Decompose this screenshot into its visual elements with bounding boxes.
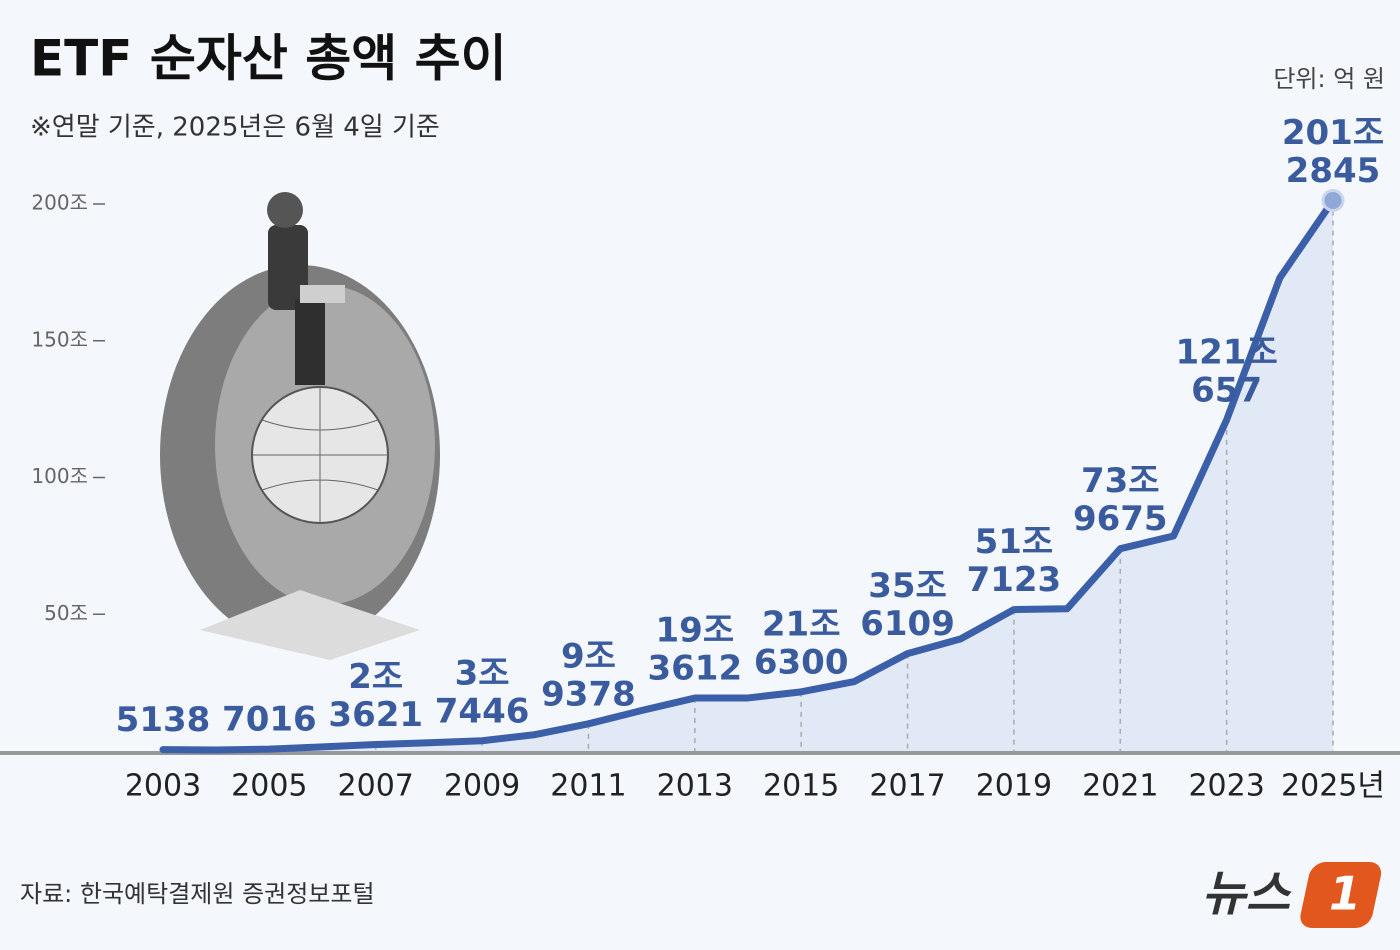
value-label: 657 (1191, 370, 1262, 410)
logo-number: 1 (1329, 867, 1361, 921)
end-marker (1321, 188, 1345, 212)
x-tick-label: 2005 (231, 769, 307, 804)
x-tick-label: 2015 (763, 769, 839, 804)
x-tick-label: 2017 (869, 769, 945, 804)
unit-label: 단위: 억 원 (1273, 65, 1385, 93)
value-label: 7123 (967, 560, 1062, 600)
logo: 뉴스 1 (1202, 862, 1382, 928)
value-label: 7016 (222, 700, 317, 740)
y-tick-label: 50조 (44, 601, 88, 625)
value-label: 9조 (561, 636, 616, 676)
x-tick-label: 2021 (1082, 769, 1158, 804)
value-label: 9378 (541, 674, 636, 714)
value-label: 2845 (1286, 151, 1381, 191)
source: 자료: 한국예탁결제원 증권정보포털 (20, 880, 375, 908)
x-tick-label: 2007 (338, 769, 414, 804)
value-label: 6109 (860, 604, 955, 644)
value-label: 3612 (647, 649, 742, 689)
value-label: 9675 (1073, 499, 1168, 539)
y-tick-label: 150조 (31, 327, 88, 351)
illustration (160, 192, 440, 660)
value-label: 201조 (1282, 113, 1384, 153)
y-tick-label: 100조 (31, 464, 88, 488)
value-label: 2조 (348, 657, 403, 697)
x-tick-label: 2013 (657, 769, 733, 804)
x-tick-label: 2025년 (1281, 769, 1385, 804)
x-tick-label: 2011 (550, 769, 626, 804)
chart-title: ETF 순자산 총액 추이 (30, 30, 507, 88)
value-label: 73조 (1081, 461, 1160, 501)
value-label: 35조 (868, 566, 947, 606)
x-tick-label: 2023 (1188, 769, 1264, 804)
value-label: 121조 (1176, 332, 1278, 372)
value-label: 6300 (754, 642, 849, 682)
chart-subtitle: ※연말 기준, 2025년은 6월 4일 기준 (30, 113, 440, 143)
logo-text: 뉴스 (1202, 866, 1292, 922)
value-label: 19조 (656, 611, 735, 651)
x-tick-label: 2003 (125, 769, 201, 804)
value-label: 3621 (328, 695, 423, 735)
value-label: 21조 (762, 604, 841, 644)
value-label: 3조 (455, 653, 510, 693)
value-label: 51조 (975, 522, 1054, 562)
value-label: 7446 (435, 691, 530, 731)
y-tick-label: 200조 (31, 191, 88, 215)
x-tick-label: 2009 (444, 769, 520, 804)
value-label: 5138 (116, 700, 211, 740)
area (163, 200, 1333, 752)
line (159, 196, 1337, 754)
x-tick-label: 2019 (976, 769, 1052, 804)
